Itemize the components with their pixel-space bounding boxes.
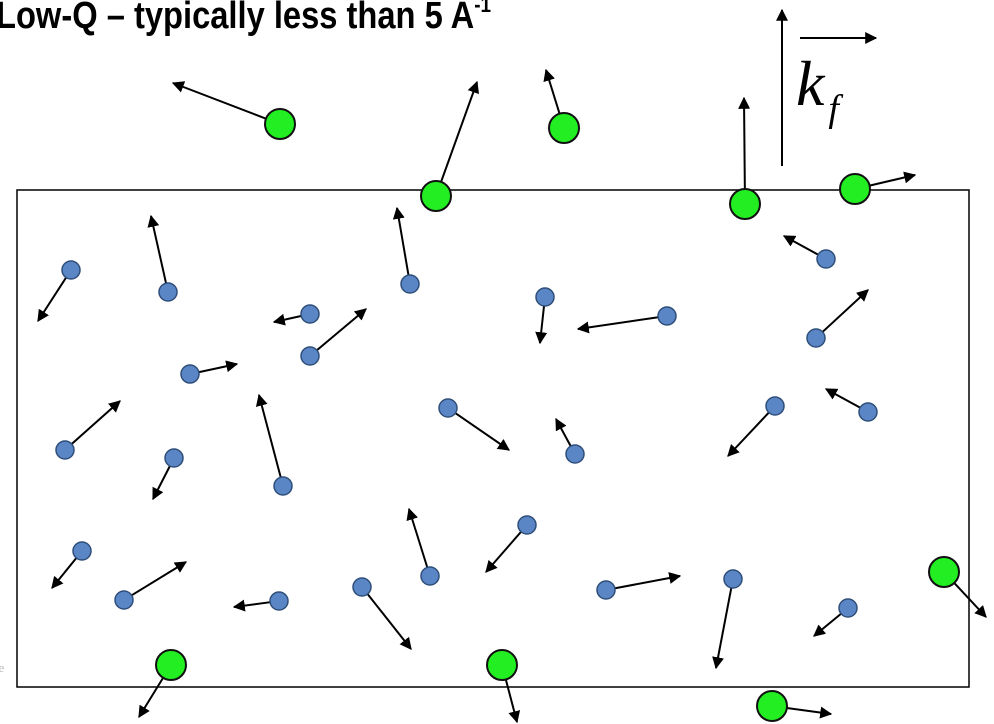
small-particle-arrow — [782, 235, 820, 257]
scattered-particle — [264, 108, 296, 140]
small-particle-arrow — [813, 612, 843, 637]
small-particle — [269, 591, 289, 611]
small-particle-arrow — [147, 214, 168, 285]
scattered-particle — [155, 649, 187, 681]
small-particle — [164, 448, 184, 468]
small-particle — [158, 282, 178, 302]
small-particle — [816, 249, 836, 269]
small-particle-arrow — [712, 586, 733, 670]
small-particle — [765, 396, 785, 416]
small-particle — [858, 402, 878, 422]
scattered-particle — [548, 112, 580, 144]
small-particle-arrow — [406, 507, 429, 569]
small-particle-arrow — [485, 530, 523, 573]
scattered-particle-arrow — [953, 582, 987, 618]
small-particle — [273, 476, 293, 496]
small-particle — [723, 569, 743, 589]
small-particle-arrow — [727, 411, 771, 457]
scattered-particle — [420, 180, 452, 212]
small-particle-arrow — [821, 289, 869, 334]
small-particle — [838, 598, 858, 618]
small-particle-arrow — [152, 464, 172, 501]
small-particle-arrow — [37, 276, 68, 323]
small-particle — [420, 566, 440, 586]
small-particle-arrow — [824, 388, 862, 410]
small-particle — [517, 515, 537, 535]
small-particle-arrow — [555, 417, 573, 448]
small-particle-arrow — [255, 393, 282, 479]
scattered-particle-arrow — [738, 96, 751, 190]
scattered-particle-arrow — [171, 81, 267, 120]
sample-box — [16, 189, 970, 688]
scattered-particle-arrow — [786, 706, 833, 719]
scattered-particle — [486, 649, 518, 681]
scattered-particle-arrow — [543, 68, 561, 114]
title-main: Low-Q – typically less than 5 A — [0, 0, 475, 37]
small-particle — [300, 346, 320, 366]
scattered-particle-arrow — [869, 171, 917, 187]
scattered-particle — [928, 556, 960, 588]
corner-text: ne — [0, 660, 5, 675]
scattered-particle — [729, 188, 761, 220]
small-particle — [114, 590, 134, 610]
small-particle — [55, 440, 75, 460]
small-particle-arrow — [70, 400, 121, 446]
small-particle — [565, 444, 585, 464]
title: Low-Q – typically less than 5 A-1 — [0, 0, 491, 38]
scattered-particle-arrow — [138, 677, 164, 719]
small-particle-arrow — [535, 304, 548, 345]
scattered-particle — [756, 690, 788, 722]
small-particle — [438, 398, 458, 418]
small-particle-arrow — [130, 561, 188, 597]
scattered-particle-arrow — [504, 679, 521, 724]
scattered-particle — [839, 173, 871, 205]
small-particle-arrow — [51, 556, 78, 589]
kf-subscript: f — [828, 88, 839, 130]
small-particle-arrow — [315, 308, 367, 352]
small-particle — [72, 541, 92, 561]
small-particle — [535, 287, 555, 307]
small-particle — [300, 304, 320, 324]
small-particle-arrow — [454, 411, 510, 451]
small-particle — [596, 580, 616, 600]
small-particle — [61, 260, 81, 280]
small-particle-arrow — [613, 572, 682, 590]
small-particle-arrow — [232, 599, 272, 612]
small-particle — [806, 328, 826, 348]
small-particle-arrow — [576, 316, 660, 334]
title-exponent: -1 — [474, 0, 492, 17]
small-particle — [400, 274, 420, 294]
kf-letter: k — [796, 48, 825, 119]
small-particle-arrow — [392, 206, 410, 277]
small-particle — [180, 364, 200, 384]
small-particle-arrow — [272, 313, 303, 326]
small-particle-arrow — [366, 592, 412, 650]
small-particle-arrow — [197, 360, 239, 374]
scattered-particle-arrow — [440, 80, 479, 183]
small-particle — [657, 306, 677, 326]
small-particle — [352, 577, 372, 597]
